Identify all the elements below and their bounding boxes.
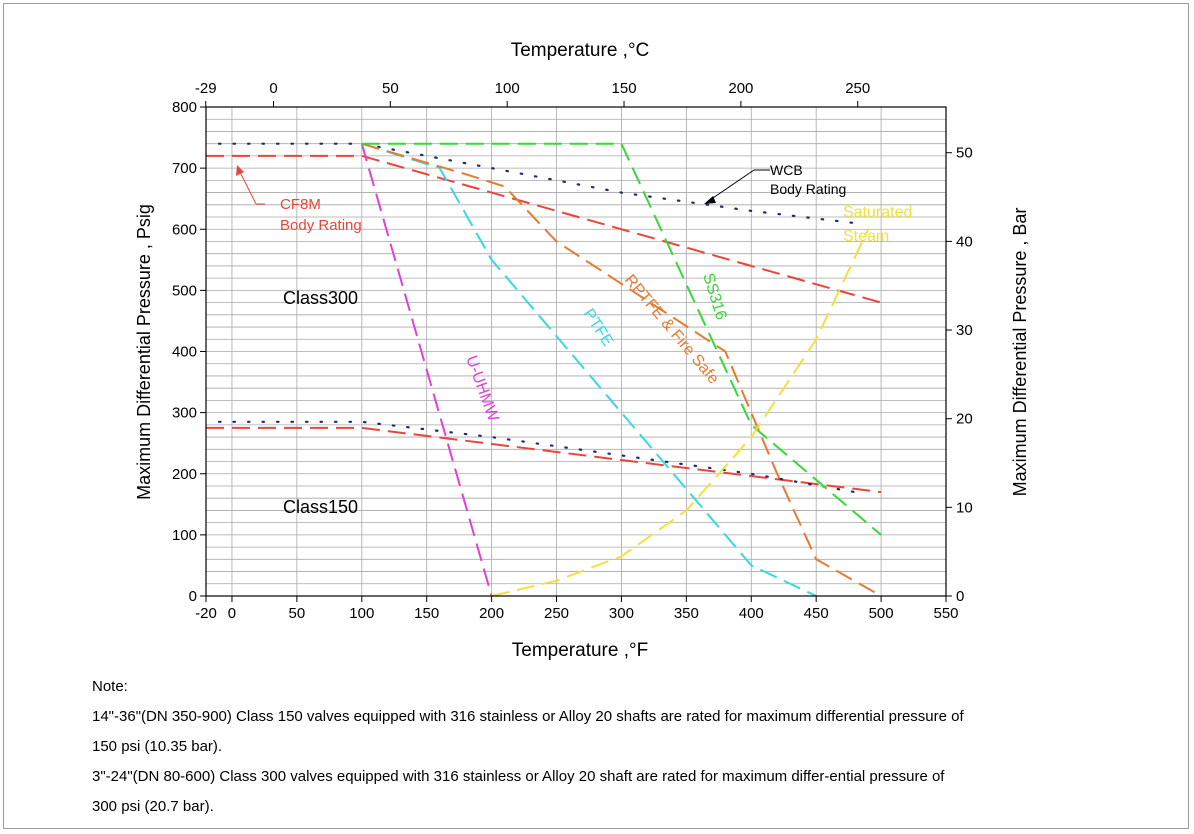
wcb-label: WCB	[770, 162, 803, 178]
wcb-arrow-icon	[704, 196, 716, 204]
uhmw-label: U-UHMW	[462, 354, 502, 425]
class300-label: Class300	[283, 288, 358, 308]
x-bottom-tick-label: 400	[739, 605, 764, 622]
series-lines	[206, 142, 882, 597]
series-line-6	[361, 142, 882, 597]
x-top-tick-label: 100	[495, 80, 520, 97]
x-bottom-axis-title: Temperature ,°F	[512, 640, 648, 661]
notes-block: Note: 14"-36"(DN 350-900) Class 150 valv…	[92, 672, 1152, 822]
y-right-tick-label: 0	[956, 588, 964, 605]
series-line-8	[491, 228, 870, 597]
y-left-tick-label: 0	[189, 588, 197, 605]
y-right-tick-label: 40	[956, 233, 973, 250]
x-bottom-tick-label: 550	[933, 605, 958, 622]
y-left-axis-title: Maximum Differential Pressure , Psig	[134, 204, 154, 500]
y-left-tick-label: 200	[172, 466, 197, 483]
x-bottom-tick-label: 100	[349, 605, 374, 622]
notes-line-1: 14"-36"(DN 350-900) Class 150 valves equ…	[92, 708, 964, 725]
cf8m-arrow-icon	[236, 165, 244, 176]
y-right-tick-label: 30	[956, 322, 973, 339]
figure-frame	[3, 3, 1189, 829]
x-bottom-tick-label: 500	[869, 605, 894, 622]
y-left-tick-label: 700	[172, 160, 197, 177]
x-top-tick-label: 150	[612, 80, 637, 97]
x-bottom-tick-label: 200	[479, 605, 504, 622]
notes-line-3: 3"-24"(DN 80-600) Class 300 valves equip…	[92, 768, 945, 785]
wcb-sublabel: Body Rating	[770, 181, 846, 197]
y-left-tick-label: 400	[172, 344, 197, 361]
x-bottom-tick-label: 0	[228, 605, 236, 622]
x-bottom-tick-label: 350	[674, 605, 699, 622]
y-left-tick-label: 100	[172, 527, 197, 544]
steam-label: Saturated	[843, 204, 912, 221]
x-top-tick-label: 0	[269, 80, 277, 97]
notes-line-4: 300 psi (20.7 bar).	[92, 798, 214, 815]
x-bottom-tick-label: 450	[804, 605, 829, 622]
y-left-tick-label: 600	[172, 221, 197, 238]
x-bottom-tick-label: 250	[544, 605, 569, 622]
cf8m-leader	[239, 171, 257, 205]
axes: -20 0 50 100 150 200 250 300 350 400 450 500 550-29 0…	[172, 80, 973, 622]
ptfe-label: PTFE	[580, 306, 617, 350]
cf8m-sublabel: Body Rating	[280, 217, 362, 234]
x-bottom-tick-label: 50	[289, 605, 306, 622]
x-top-axis-title: Temperature ,°C	[511, 40, 650, 61]
x-bottom-tick-label: 300	[609, 605, 634, 622]
cf8m-label: CF8M	[280, 196, 321, 213]
y-right-tick-label: 20	[956, 411, 973, 428]
x-top-tick-label: 200	[728, 80, 753, 97]
series-line-7	[361, 142, 882, 536]
wcb-leader	[709, 169, 755, 201]
x-top-tick-label: -29	[195, 80, 217, 97]
series-line-5	[361, 142, 817, 597]
x-bottom-tick-label: -20	[195, 605, 217, 622]
x-top-tick-label: 250	[845, 80, 870, 97]
y-left-tick-label: 500	[172, 282, 197, 299]
notes-heading: Note:	[92, 678, 128, 695]
y-right-axis-title: Maximum Differential Pressure , Bar	[1010, 208, 1030, 497]
series-line-3	[217, 420, 857, 494]
y-left-tick-label: 800	[172, 99, 197, 116]
y-left-tick-label: 300	[172, 405, 197, 422]
x-top-tick-label: 50	[382, 80, 399, 97]
series-line-1	[206, 426, 882, 494]
series-line-4	[360, 143, 493, 597]
notes-line-2: 150 psi (10.35 bar).	[92, 738, 223, 755]
class150-label: Class150	[283, 497, 358, 517]
steam-sublabel: Steam	[843, 228, 889, 245]
y-right-tick-label: 50	[956, 145, 973, 162]
x-bottom-tick-label: 150	[414, 605, 439, 622]
y-right-tick-label: 10	[956, 499, 973, 516]
